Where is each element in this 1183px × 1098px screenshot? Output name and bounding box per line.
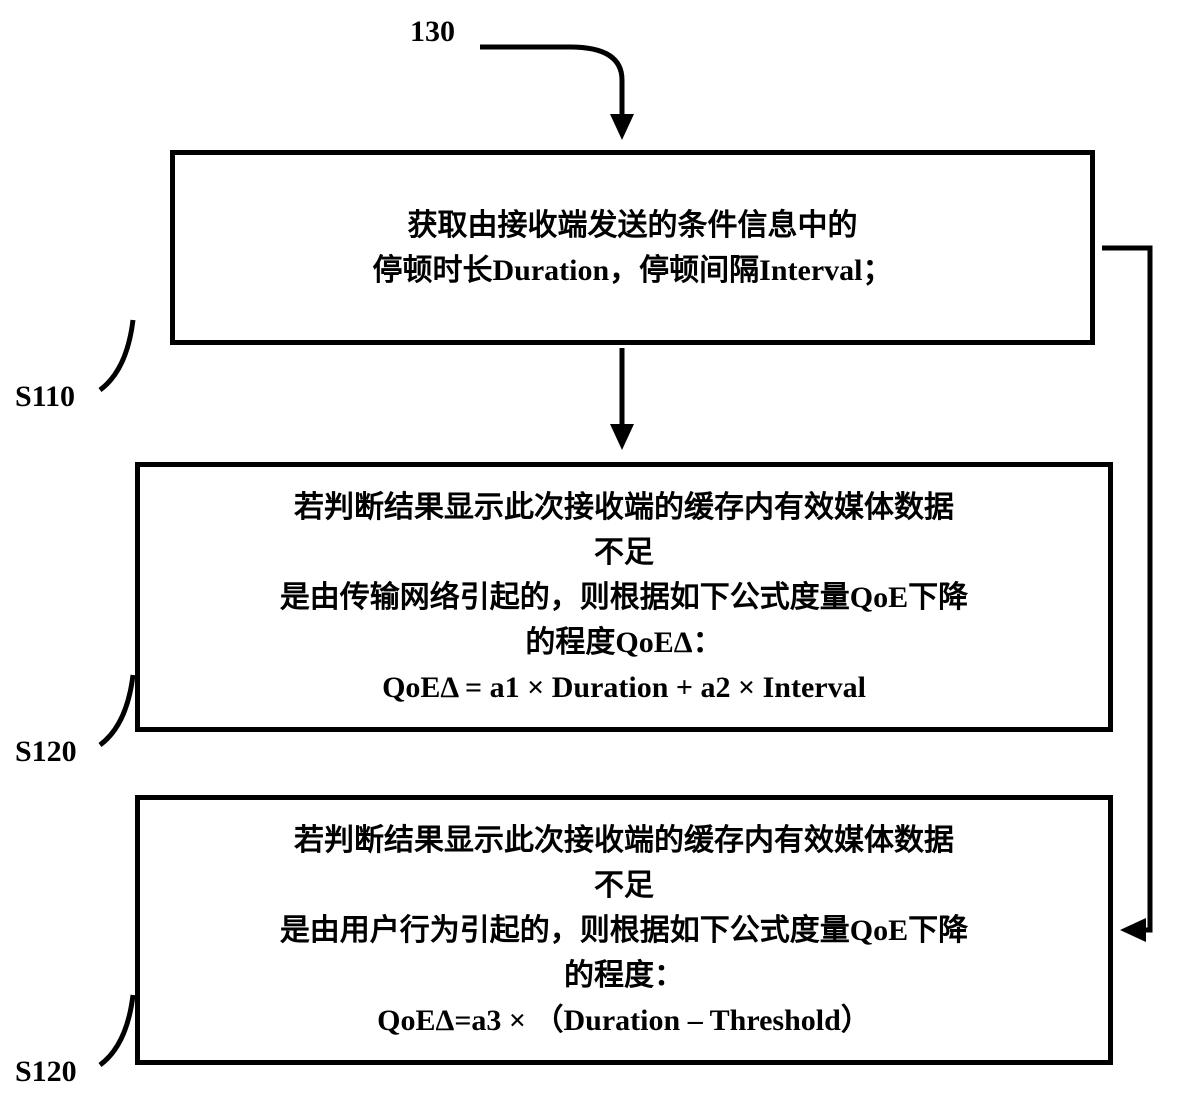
- box3-line1: 若判断结果显示此次接收端的缓存内有效媒体数据: [294, 818, 954, 863]
- box3-line3: 是由用户行为引起的，则根据如下公式度量QoE下降: [280, 908, 968, 953]
- box-s120-a: 若判断结果显示此次接收端的缓存内有效媒体数据 不足 是由传输网络引起的，则根据如…: [135, 462, 1113, 732]
- step-label-s120-a: S120: [15, 735, 77, 769]
- step-label-s120-b: S120: [15, 1055, 77, 1089]
- box-s120-b: 若判断结果显示此次接收端的缓存内有效媒体数据 不足 是由用户行为引起的，则根据如…: [135, 795, 1113, 1065]
- box3-line2: 不足: [594, 863, 654, 908]
- box2-line4: 的程度QoEΔ：: [525, 620, 722, 665]
- box1-line2: 停顿时长Duration，停顿间隔Interval；: [373, 248, 893, 293]
- box3-line5: QoEΔ=a3 × （Duration – Threshold）: [377, 998, 871, 1043]
- box2-line5: QoEΔ = a1 × Duration + a2 × Interval: [382, 665, 866, 710]
- box2-line2: 不足: [594, 530, 654, 575]
- step-label-s110: S110: [15, 380, 75, 414]
- box2-line3: 是由传输网络引起的，则根据如下公式度量QoE下降: [280, 575, 968, 620]
- top-label: 130: [410, 15, 455, 49]
- box1-line1: 获取由接收端发送的条件信息中的: [408, 203, 858, 248]
- box2-line1: 若判断结果显示此次接收端的缓存内有效媒体数据: [294, 485, 954, 530]
- box3-line4: 的程度：: [564, 953, 684, 998]
- box-s110: 获取由接收端发送的条件信息中的 停顿时长Duration，停顿间隔Interva…: [170, 150, 1095, 345]
